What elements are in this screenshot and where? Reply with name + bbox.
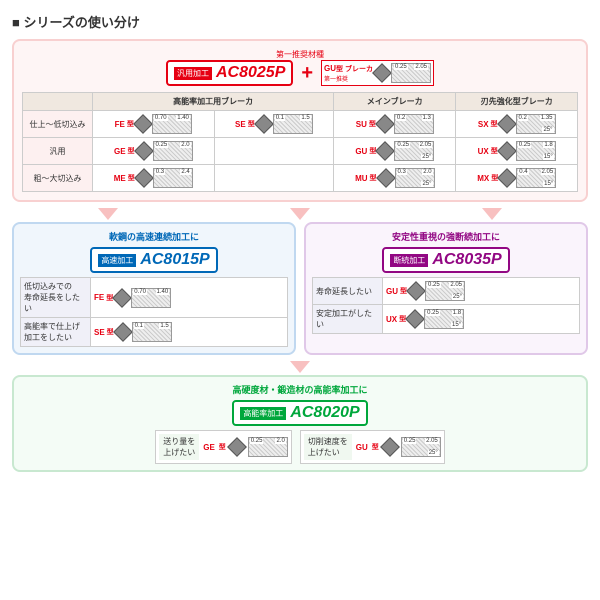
header-row: 汎用加工 AC8025P + GU型 ブレーカ 第一推奨 0.252.05 <box>22 60 578 86</box>
dim-diagram: 0.21.3 <box>394 114 434 134</box>
insert-icon <box>405 309 425 329</box>
insert-icon <box>380 437 400 457</box>
dim-diagram: 0.252.0525° <box>425 281 465 301</box>
insert-icon <box>497 114 517 134</box>
insert-icon <box>375 114 395 134</box>
table-cell: GE型0.252.0 <box>93 138 215 165</box>
row-header: 安定加工がしたい <box>313 305 383 334</box>
insert-icon <box>375 141 395 161</box>
insert-icon <box>497 168 517 188</box>
table-cell: FE型0.701.40 <box>93 111 215 138</box>
dim-diagram: 0.32.025° <box>395 168 435 188</box>
dim-diagram: 0.251.815° <box>424 309 464 329</box>
insert-icon <box>227 437 247 457</box>
insert-icon <box>376 168 396 188</box>
dim-diagram: 0.252.0525° <box>394 141 434 161</box>
mid-right-table: 寿命延長したいGU型0.252.0525°安定加工がしたいUX型0.251.81… <box>312 277 580 334</box>
grade-card-blue: 高速加工 AC8015P <box>90 247 217 273</box>
dim-diagram: 0.252.0525° <box>401 437 441 457</box>
row-header: 寿命延長したい <box>313 278 383 305</box>
bottom-cell: 切削速度を 上げたいGU型0.252.0525° <box>300 430 445 464</box>
insert-icon <box>254 114 274 134</box>
row-header: 仕上〜低切込み <box>23 111 93 138</box>
rec-label: 第一推奨材種 <box>22 49 578 60</box>
insert-icon <box>113 322 133 342</box>
page-title: シリーズの使い分け <box>12 12 588 31</box>
grade-card-purple: 断続加工 AC8035P <box>382 247 509 273</box>
insert-icon <box>372 63 392 83</box>
mid-row: 軟鋼の高速連続加工に 高速加工 AC8015P 低切込みでの 寿命延長をしたいF… <box>12 222 588 355</box>
table-cell: ME型0.32.4 <box>93 165 215 192</box>
table-cell: SE型0.11.5 <box>214 111 334 138</box>
insert-icon <box>406 281 426 301</box>
row-header: 高能率で仕上げ 加工をしたい <box>21 318 91 347</box>
dim-diagram: 0.701.40 <box>131 288 171 308</box>
table-cell: UX型0.251.815° <box>456 138 578 165</box>
dim-diagram: 0.32.4 <box>153 168 193 188</box>
bottom-cell: 送り量を 上げたいGE型0.252.0 <box>155 430 292 464</box>
arrow-icon <box>290 361 310 373</box>
dim-diagram: 0.701.40 <box>152 114 192 134</box>
row-header: 汎用 <box>23 138 93 165</box>
grade-tag: 汎用加工 <box>174 67 212 80</box>
dim-diagram: 0.252.0 <box>153 141 193 161</box>
insert-icon <box>134 141 154 161</box>
row-header: 粗〜大切込み <box>23 165 93 192</box>
insert-icon <box>497 141 517 161</box>
table-cell: GU型0.252.0525° <box>334 138 456 165</box>
insert-icon <box>134 168 154 188</box>
main-grade-card: 汎用加工 AC8025P <box>166 60 293 86</box>
dim-diagram: 0.251.815° <box>516 141 556 161</box>
arrow-icon <box>482 208 502 220</box>
breaker-card: GU型 ブレーカ 第一推奨 0.252.05 <box>321 60 434 86</box>
arrows-row-2 <box>12 361 588 373</box>
mid-left-table: 低切込みでの 寿命延長をしたいFE型0.701.40高能率で仕上げ 加工をしたい… <box>20 277 288 347</box>
insert-icon <box>112 288 132 308</box>
top-section: 第一推奨材種 汎用加工 AC8025P + GU型 ブレーカ 第一推奨 0.25… <box>12 39 588 202</box>
table-cell: SX型0.21.3525° <box>456 111 578 138</box>
mid-right-box: 安定性重視の強断続加工に 断続加工 AC8035P 寿命延長したいGU型0.25… <box>304 222 588 355</box>
table-cell: SU型0.21.3 <box>334 111 456 138</box>
dim-diagram: 0.21.3525° <box>516 114 556 134</box>
table-cell: MU型0.32.025° <box>334 165 456 192</box>
bottom-cells: 送り量を 上げたいGE型0.252.0切削速度を 上げたいGU型0.252.05… <box>20 430 580 464</box>
table-cell: MX型0.42.0515° <box>456 165 578 192</box>
dim-diagram: 0.42.0515° <box>516 168 556 188</box>
bottom-box: 高硬度材・鍛造材の高能率加工に 高能率加工 AC8020P 送り量を 上げたいG… <box>12 375 588 472</box>
arrow-icon <box>290 208 310 220</box>
dim-diagram: 0.252.0 <box>248 437 288 457</box>
insert-icon <box>133 114 153 134</box>
dim-diagram: 0.11.5 <box>273 114 313 134</box>
breaker-label: GU <box>324 64 336 73</box>
plus-icon: + <box>301 62 313 85</box>
grade-name: AC8025P <box>216 64 285 82</box>
dim-diagram: 0.11.5 <box>132 322 172 342</box>
arrows-row <box>12 208 588 220</box>
mid-left-box: 軟鋼の高速連続加工に 高速加工 AC8015P 低切込みでの 寿命延長をしたいF… <box>12 222 296 355</box>
arrow-icon <box>98 208 118 220</box>
breaker-table: 高能率加工用ブレーカメインブレーカ刃先強化型ブレーカ 仕上〜低切込みFE型0.7… <box>22 92 578 192</box>
row-header: 低切込みでの 寿命延長をしたい <box>21 278 91 318</box>
grade-card-green: 高能率加工 AC8020P <box>232 400 367 426</box>
dim-diagram: 0.252.05 <box>391 63 431 83</box>
